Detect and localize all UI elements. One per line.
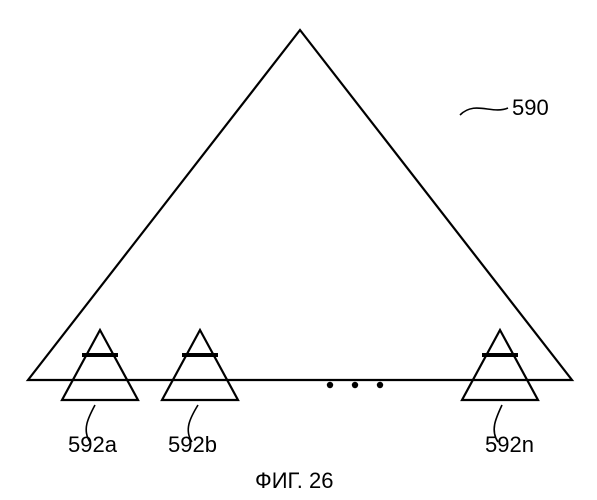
leader-590 bbox=[460, 108, 508, 115]
ellipsis-dot bbox=[377, 382, 383, 388]
label-592n: 592n bbox=[485, 432, 534, 457]
small-triangle-b bbox=[162, 330, 238, 400]
label-592b: 592b bbox=[168, 432, 217, 457]
label-592a: 592a bbox=[68, 432, 118, 457]
ellipsis-dot bbox=[352, 382, 358, 388]
figure-26: 590 592a 592b 592n ФИГ. 26 bbox=[0, 0, 597, 500]
label-590: 590 bbox=[512, 95, 549, 120]
small-triangle-a bbox=[62, 330, 138, 400]
ellipsis-dot bbox=[327, 382, 333, 388]
big-triangle bbox=[28, 30, 572, 380]
small-triangle-n bbox=[462, 330, 538, 400]
figure-caption: ФИГ. 26 bbox=[255, 468, 333, 493]
